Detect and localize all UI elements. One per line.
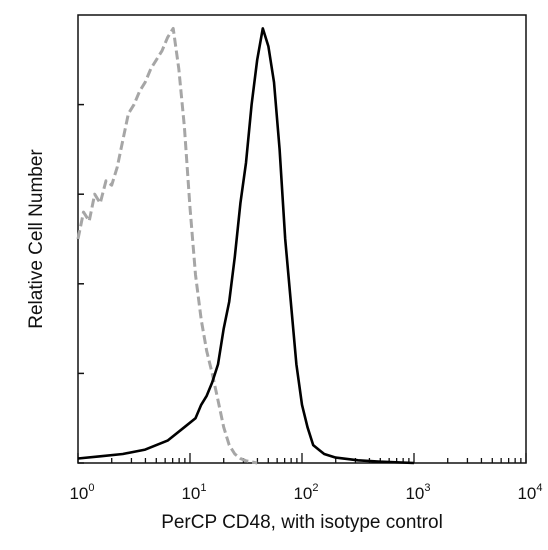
x-axis-title: PerCP CD48, with isotype control <box>161 512 443 533</box>
x-axis-tick-labels: 100 101 102 103 104 <box>69 482 542 503</box>
isotype-control-series-line <box>76 26 258 465</box>
x-tick-label-0: 100 <box>69 482 94 503</box>
x-tick-label-4: 104 <box>517 482 542 503</box>
x-tick-label-1: 101 <box>181 482 206 503</box>
x-axis-ticks <box>77 453 527 463</box>
y-axis-title: Relative Cell Number <box>26 149 47 329</box>
cd48-stained-series-line <box>77 27 415 465</box>
x-tick-label-3: 103 <box>405 482 430 503</box>
series-layer <box>76 26 415 465</box>
x-tick-label-2: 102 <box>293 482 318 503</box>
y-axis-ticks <box>78 103 84 464</box>
